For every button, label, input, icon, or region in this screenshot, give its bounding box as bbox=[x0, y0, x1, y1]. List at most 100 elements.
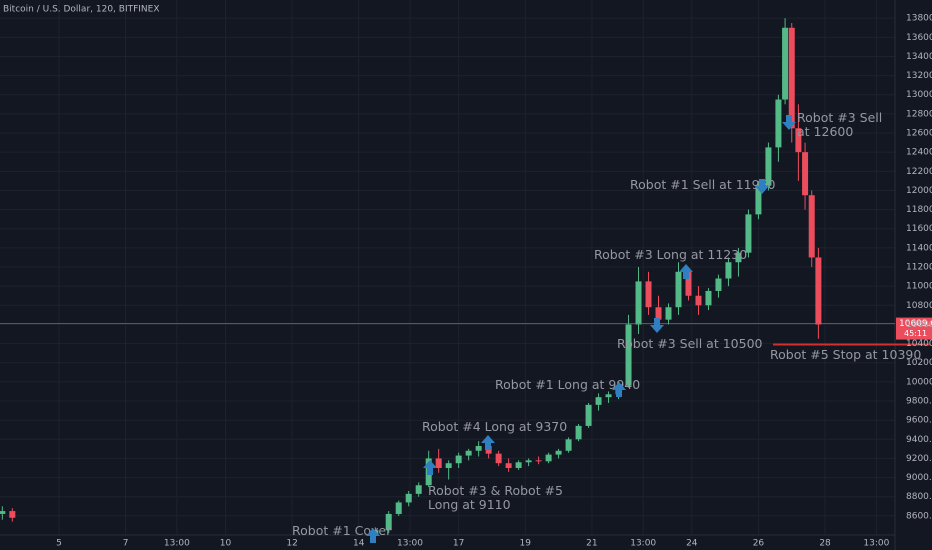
annotation: Robot #3 Long at 11230 bbox=[594, 247, 747, 262]
y-tick-label: 9200.0 bbox=[906, 454, 932, 464]
candle-body bbox=[675, 271, 682, 308]
y-tick-label: 13800.0 bbox=[906, 14, 932, 24]
y-tick-label: 12600.0 bbox=[906, 129, 932, 139]
down-arrow bbox=[755, 179, 769, 194]
candle-body bbox=[395, 502, 402, 514]
candle-body bbox=[445, 463, 452, 469]
x-tick-label: 10 bbox=[220, 539, 232, 549]
candle-body bbox=[665, 307, 672, 320]
up-arrow bbox=[366, 528, 380, 543]
candle-body bbox=[475, 445, 482, 451]
candle-body bbox=[455, 455, 462, 464]
candle-body bbox=[745, 214, 752, 253]
candle-body bbox=[715, 278, 722, 291]
y-tick-label: 10200.0 bbox=[906, 358, 932, 368]
x-tick-label: 12 bbox=[286, 539, 297, 549]
y-tick-label: 13600.0 bbox=[906, 33, 932, 43]
candle-body bbox=[645, 281, 652, 308]
candle-body bbox=[525, 460, 532, 463]
candle-body bbox=[625, 324, 632, 386]
candle-body bbox=[815, 257, 822, 325]
x-tick-label: 14 bbox=[353, 539, 365, 549]
y-tick-label: 10800.0 bbox=[906, 301, 932, 311]
annotation: Robot #5 Stop at 10390 bbox=[770, 347, 921, 362]
price-badge bbox=[896, 317, 932, 340]
candle-body bbox=[755, 185, 762, 215]
up-arrow bbox=[612, 382, 626, 397]
x-tick-label: 28 bbox=[819, 539, 831, 549]
annotation: Robot #3 & Robot #5 bbox=[428, 483, 563, 498]
current-price-label: 10609.0 bbox=[899, 319, 932, 329]
annotation: Robot #1 Long at 9940 bbox=[495, 377, 640, 392]
candle-body bbox=[605, 394, 612, 398]
x-tick-label: 19 bbox=[520, 539, 532, 549]
candle-body bbox=[385, 513, 392, 531]
down-arrow bbox=[782, 115, 796, 130]
annotation: Robot #4 Long at 9370 bbox=[422, 419, 567, 434]
candle-body bbox=[535, 460, 542, 462]
y-tick-label: 9600.0 bbox=[906, 416, 932, 426]
candle-body bbox=[735, 252, 742, 263]
candle-body bbox=[545, 454, 552, 462]
y-tick-label: 8600.0 bbox=[906, 511, 932, 521]
candle-body bbox=[9, 511, 16, 518]
candle-body bbox=[565, 439, 572, 451]
candle-body bbox=[405, 493, 412, 503]
annotation: Robot #1 Sell at 11960 bbox=[630, 177, 776, 192]
x-tick-label: 5 bbox=[56, 539, 62, 549]
candle-body bbox=[435, 458, 442, 469]
candle-body bbox=[575, 425, 582, 440]
x-tick-label: 13:00 bbox=[397, 539, 423, 549]
grid bbox=[0, 0, 895, 535]
y-tick-label: 12200.0 bbox=[906, 167, 932, 177]
y-tick-label: 10400.0 bbox=[906, 339, 932, 349]
candle-body bbox=[635, 281, 642, 325]
candle-body bbox=[795, 128, 802, 153]
candle-body bbox=[725, 262, 732, 279]
arrows bbox=[366, 115, 796, 543]
y-tick-label: 10600.0 bbox=[906, 320, 932, 330]
candle-body bbox=[505, 463, 512, 469]
candle-body bbox=[465, 450, 472, 456]
x-tick-label: 13:00 bbox=[164, 539, 190, 549]
annotation: Long at 9110 bbox=[428, 497, 511, 512]
x-tick-label: 17 bbox=[453, 539, 464, 549]
y-tick-label: 9800.0 bbox=[906, 397, 932, 407]
chart-title: Bitcoin / U.S. Dollar, 120, BITFINEX bbox=[3, 5, 160, 15]
up-arrow bbox=[423, 460, 437, 475]
annotation: Robot #3 Sell at 10500 bbox=[617, 336, 763, 351]
y-tick-label: 11600.0 bbox=[906, 224, 932, 234]
candle-body bbox=[655, 307, 662, 320]
candle-body bbox=[585, 404, 592, 426]
candle-body bbox=[705, 290, 712, 306]
candle-body bbox=[788, 27, 795, 129]
candle-body bbox=[765, 147, 772, 186]
candle-body bbox=[685, 271, 692, 296]
candle-body bbox=[0, 511, 6, 514]
y-tick-label: 12800.0 bbox=[906, 109, 932, 119]
candle-body bbox=[415, 485, 422, 494]
y-tick-label: 12400.0 bbox=[906, 148, 932, 158]
candle-body bbox=[515, 462, 522, 469]
up-arrow bbox=[481, 435, 495, 450]
x-tick-label: 24 bbox=[686, 539, 698, 549]
annotation: Robot #1 Cover bbox=[292, 523, 392, 538]
y-tick-label: 13000.0 bbox=[906, 90, 932, 100]
y-tick-label: 8800.0 bbox=[906, 492, 932, 502]
candle-body bbox=[802, 152, 809, 196]
candles bbox=[0, 18, 822, 535]
y-tick-label: 11000.0 bbox=[906, 282, 932, 292]
y-tick-label: 13400.0 bbox=[906, 52, 932, 62]
x-tick-label: 26 bbox=[753, 539, 765, 549]
y-tick-label: 9000.0 bbox=[906, 473, 932, 483]
candle-body bbox=[695, 295, 702, 306]
x-tick-label: 13:00 bbox=[630, 539, 656, 549]
y-tick-label: 11800.0 bbox=[906, 205, 932, 215]
candle-body bbox=[775, 99, 782, 148]
candle-body bbox=[782, 27, 789, 100]
annotation: at 12600 bbox=[797, 124, 853, 139]
y-tick-label: 9400.0 bbox=[906, 435, 932, 445]
